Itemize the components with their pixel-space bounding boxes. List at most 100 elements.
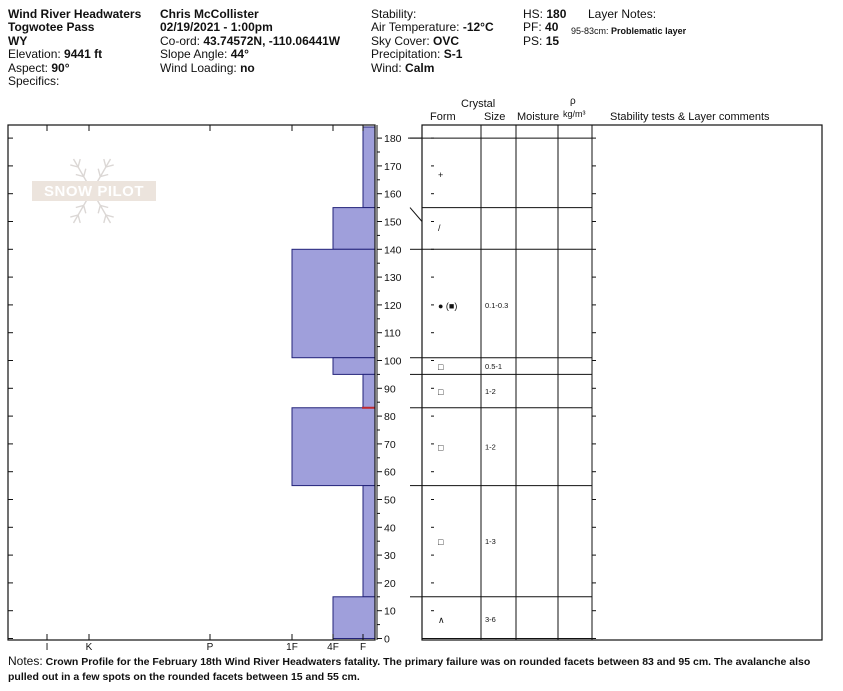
wind-loading-value: no	[240, 60, 255, 75]
snowflake-branch	[70, 164, 79, 168]
ps: PS: 15	[523, 33, 566, 48]
depth-tick-label: 130	[384, 272, 402, 284]
site-name: Togwotee Pass	[8, 20, 95, 35]
air-temp-value: -12°C	[462, 20, 494, 35]
elevation: Elevation: 9441 ft	[8, 47, 141, 62]
snowflake-arm	[72, 190, 93, 224]
watermark-text: SNOW PILOT	[44, 183, 144, 200]
notes-label: Notes:	[8, 654, 43, 668]
crystal-size: 0.5-1	[485, 362, 502, 371]
snowflake-branch	[108, 190, 115, 198]
crystal-form: □	[438, 387, 444, 397]
hardness-tick-label: 1F	[286, 642, 298, 650]
depth-tick-label: 80	[384, 411, 396, 423]
pf-label: PF:	[523, 20, 542, 35]
hardness-bar	[362, 373, 376, 409]
elevation-label: Elevation:	[8, 47, 61, 62]
hardness-tick-label: P	[207, 642, 214, 650]
snowflake-branch	[100, 204, 109, 209]
depth-tick-label: 160	[384, 189, 402, 201]
elevation-value: 9441 ft	[64, 47, 103, 62]
snowflake-branch	[83, 168, 87, 177]
depth-info: HS: 180 PF: 40 PS: 15	[523, 7, 567, 48]
wind-loading: Wind Loading: no	[160, 60, 340, 75]
precip-value: S-1	[443, 47, 463, 62]
chart-frame: I K P 1F 4F F	[7, 124, 823, 650]
crystal-form: /	[438, 223, 441, 233]
snowflake-icon	[55, 158, 129, 224]
sky-label: Sky Cover:	[371, 33, 430, 48]
snowflake-branch	[97, 168, 101, 177]
ps-label: PS:	[523, 33, 543, 48]
air-temperature: Air Temperature: -12°C	[371, 21, 494, 34]
pf-value: 40	[545, 20, 559, 35]
crystal-size: 0.1-0.3	[485, 301, 508, 310]
crystal-header: Crystal	[461, 98, 496, 110]
snow-profile-chart: SNOW PILOT I K P 1F 4F F 0 10 20 30 40 50 60 70 80 90 1…	[7, 124, 823, 650]
snowflake-branch	[75, 204, 84, 209]
snowflake-branch	[58, 190, 65, 198]
table-frame	[421, 124, 823, 641]
snowflake-branch	[70, 214, 79, 218]
hardness-bars	[291, 126, 376, 639]
coord-label: Co-ord:	[160, 33, 201, 48]
crystal-form: □	[438, 443, 444, 453]
profile-grid: 0 10 20 30 40 50 60 70 80 90 100 110 120 130 140 150 160…	[376, 125, 596, 646]
hardness-bar	[291, 248, 376, 359]
wind-value: Calm	[405, 60, 435, 75]
depth-tick-label: 180	[384, 133, 402, 145]
slope-label: Slope Angle:	[160, 47, 228, 62]
hardness-tick-label: I	[46, 642, 49, 650]
notes: Notes: Crown Profile for the February 18…	[8, 654, 838, 685]
air-temp-label: Air Temperature:	[371, 20, 460, 35]
weather-info: Stability: Air Temperature: -12°C Sky Co…	[371, 7, 494, 75]
hardness-bar	[332, 207, 376, 250]
snowflake-branch	[119, 190, 126, 198]
crystal-size: 1-3	[485, 537, 496, 546]
snowflake-arm	[72, 158, 93, 192]
snowflake-branch	[97, 205, 101, 214]
hardness-bar	[291, 407, 376, 487]
wind: Wind: Calm	[371, 60, 494, 75]
site-info: Wind River Headwaters Togwotee Pass WY E…	[8, 7, 141, 88]
snowflake-branch	[75, 173, 84, 178]
depth-tick-label: 120	[384, 300, 402, 312]
slope-angle: Slope Angle: 44°	[160, 47, 340, 62]
hardness-tick-label: F	[360, 642, 366, 650]
moisture-header: Moisture	[517, 111, 560, 123]
crystal-form: □	[438, 362, 444, 372]
datetime: 02/19/2021 - 1:00pm	[160, 20, 273, 35]
depth-tick-label: 100	[384, 356, 402, 368]
rho-header: ρ	[570, 96, 576, 107]
snowflake-branch	[69, 190, 76, 198]
snowflake-branch	[83, 205, 87, 214]
snowflake-branch	[77, 158, 81, 168]
sky-cover: Sky Cover: OVC	[371, 33, 494, 48]
layer-notes-label: Layer Notes:	[588, 7, 657, 21]
snowflake-branch	[58, 184, 65, 192]
comments-header: Stability tests & Layer comments	[610, 111, 770, 123]
depth-tick-label: 70	[384, 439, 396, 451]
hs-value: 180	[546, 7, 567, 21]
hardness-bar	[362, 126, 376, 209]
hardness-bar	[332, 596, 376, 639]
hardness-bar	[362, 485, 376, 598]
observer: Chris McCollister	[160, 7, 259, 21]
coord-value: 43.74572N, -110.06441W	[203, 33, 341, 48]
snowflake-arm	[91, 190, 112, 224]
depth-tick-label: 0	[384, 634, 390, 646]
snowflake-branch	[105, 214, 114, 218]
crystal-form: ∧	[438, 615, 445, 625]
coordinates: Co-ord: 43.74572N, -110.06441W	[160, 33, 341, 48]
depth-tick-label: 90	[384, 383, 396, 395]
snowflake-branch	[69, 184, 76, 192]
hardness-plot-frame	[7, 124, 376, 641]
depth-tick-label: 140	[384, 244, 402, 256]
snowflake-branch	[100, 173, 109, 178]
hardness-tick-label: K	[86, 642, 93, 650]
depth-tick-label: 10	[384, 606, 396, 618]
observation-info: Chris McCollister 02/19/2021 - 1:00pm Co…	[160, 7, 341, 75]
crystal-size: 3-6	[485, 615, 496, 624]
aspect: Aspect: 90°	[8, 61, 141, 75]
hs: HS: 180	[523, 7, 567, 21]
